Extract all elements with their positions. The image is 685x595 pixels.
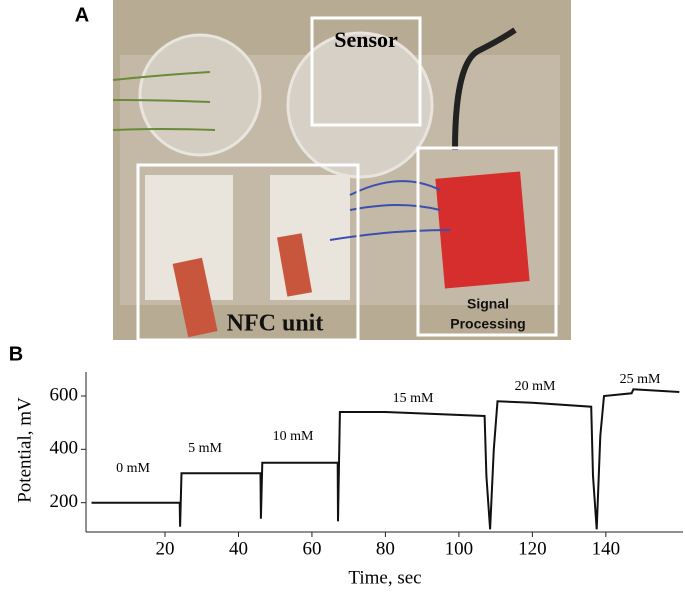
panel-label: B (9, 343, 23, 365)
annotation: 10 mM (273, 429, 314, 444)
dish (138, 33, 262, 157)
x-tick-label: 100 (445, 538, 474, 559)
panel-label: A (75, 4, 89, 26)
annotation: 15 mM (393, 391, 434, 406)
board (435, 171, 530, 289)
annotation: 20 mM (515, 379, 556, 394)
nfc-antenna (276, 233, 313, 297)
x-axis-label: Time, sec (348, 567, 421, 588)
dish (286, 31, 434, 179)
x-tick-label: 20 (155, 538, 174, 559)
x-tick-label: 60 (302, 538, 321, 559)
wire (112, 71, 216, 131)
photo: Sensor NFC unit Signal Processing (112, 0, 571, 342)
y-axis-label: Potential, mV (14, 397, 35, 503)
x-tick-label: 80 (376, 538, 395, 559)
highlight-box (136, 163, 360, 342)
photo-label: Signal (467, 296, 509, 312)
highlight-box (310, 16, 422, 127)
photo-label: Processing (450, 316, 525, 332)
annotation: 0 mM (116, 461, 150, 476)
photo-label: Sensor (334, 27, 398, 52)
cable (452, 27, 517, 151)
y-tick-label: 600 (50, 384, 79, 405)
annotation: 25 mM (620, 372, 661, 387)
x-tick-label: 40 (229, 538, 248, 559)
wire (329, 180, 451, 241)
data-line (91, 388, 680, 530)
photo-label: NFC unit (227, 311, 324, 337)
annotation: 5 mM (188, 441, 222, 456)
x-tick-label: 140 (592, 538, 621, 559)
y-tick-label: 400 (50, 438, 79, 459)
y-tick-label: 200 (50, 491, 79, 512)
highlight-box (416, 146, 558, 337)
x-tick-label: 120 (518, 538, 547, 559)
nfc-antenna (172, 257, 218, 338)
